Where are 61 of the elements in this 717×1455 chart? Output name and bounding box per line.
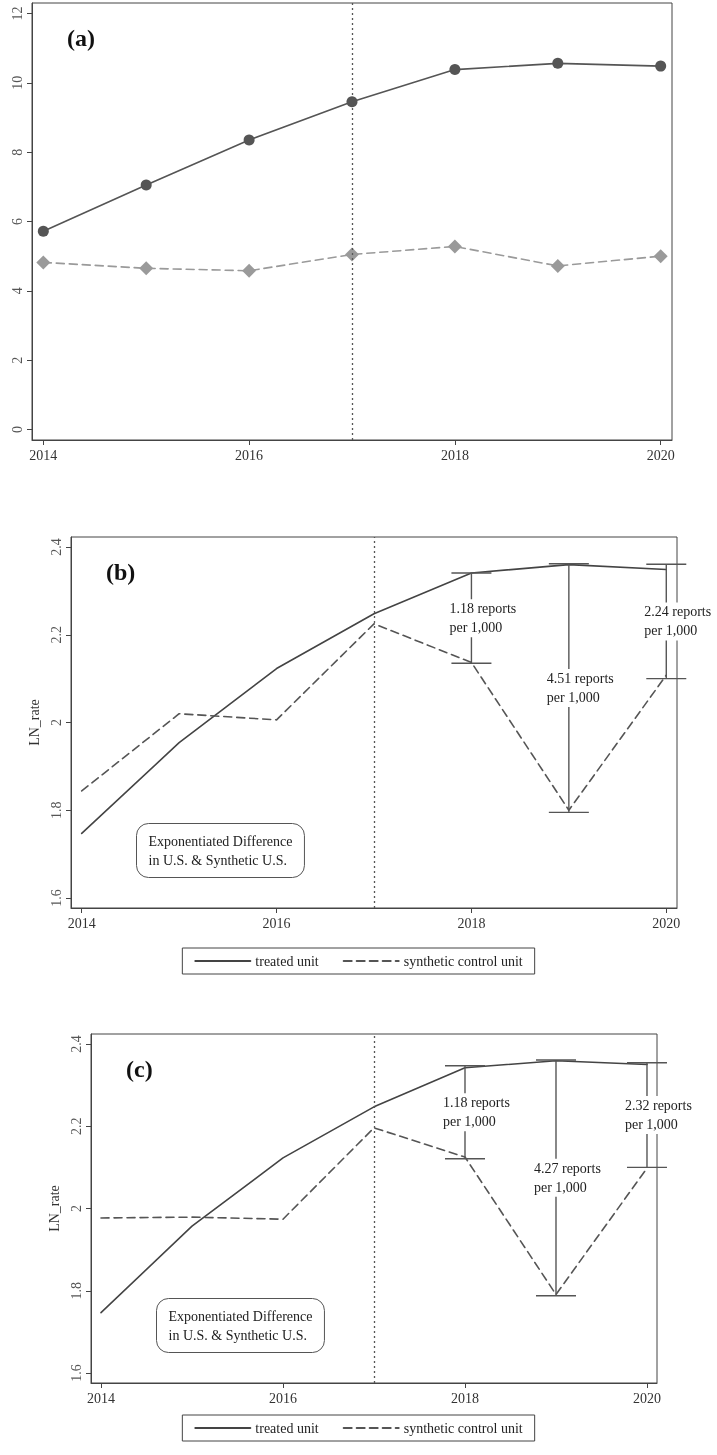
x-tick-label: 2020	[646, 447, 675, 463]
y-tick-label: 1.8	[48, 801, 64, 819]
y-tick-label: 2.4	[48, 538, 64, 556]
y-tick-label: 10	[9, 75, 25, 90]
line-series	[80, 563, 668, 835]
annotation: Exponentiated Difference in U.S. & Synthetic U.S.	[168, 1308, 313, 1343]
y-tick-label: 0	[9, 426, 25, 434]
y-tick-label: 2	[68, 1205, 84, 1212]
x-tick-label: 2016	[235, 447, 264, 463]
annotation: 2.32 reports per 1,000	[624, 1098, 692, 1133]
x-tick-label: 2018	[440, 447, 469, 463]
text: (a)	[67, 25, 95, 51]
annotation: 4.51 reports per 1,000	[546, 671, 614, 706]
point	[449, 64, 461, 76]
text: (c)	[126, 1056, 153, 1082]
legend-label: synthetic control unit	[403, 1420, 523, 1436]
text: (b)	[106, 559, 136, 585]
y-tick-label: 4	[9, 287, 25, 295]
x-tick-label: 2016	[262, 915, 291, 931]
point	[447, 239, 462, 254]
y-tick-label: 2.2	[48, 626, 64, 644]
point	[552, 57, 564, 69]
x-tick-label: 2020	[632, 1390, 661, 1406]
point	[140, 179, 152, 191]
annotation: Exponentiated Difference in U.S. & Synthetic U.S.	[148, 833, 293, 868]
legend-label: treated unit	[255, 953, 319, 969]
y-tick-label: 1.6	[68, 1364, 84, 1382]
x-tick-label: 2020	[652, 915, 681, 931]
point	[243, 134, 255, 146]
point	[550, 258, 565, 273]
y-tick-label: 2.4	[68, 1035, 84, 1053]
y-tick-label: 6	[9, 218, 25, 225]
y-tick-label: 2.2	[68, 1117, 84, 1135]
y-tick-label: 2	[9, 356, 25, 364]
point	[346, 96, 358, 108]
x-tick-label: 2014	[67, 915, 96, 931]
x-tick-label: 2016	[269, 1390, 297, 1406]
point	[653, 249, 668, 264]
y-tick-label: 2	[48, 719, 64, 726]
x-tick-label: 2014	[87, 1390, 116, 1406]
legend-label: treated unit	[255, 1420, 319, 1436]
y-tick-label: 8	[9, 148, 25, 156]
y-axis-title: LN_rate	[26, 699, 42, 746]
point	[36, 255, 51, 270]
point	[139, 261, 154, 276]
point	[37, 225, 49, 237]
point	[242, 263, 257, 278]
annotation: 1.18 reports per 1,000	[449, 601, 517, 636]
annotation: 1.18 reports per 1,000	[443, 1095, 510, 1130]
y-tick-label: 1.6	[48, 889, 64, 907]
y-axis-title: LN_rate	[46, 1185, 62, 1232]
annotation: 2.24 reports per 1,000	[644, 604, 712, 639]
x-tick-label: 2018	[451, 1390, 479, 1406]
point	[345, 247, 359, 262]
x-tick-label: 2014	[29, 447, 58, 463]
point	[655, 60, 667, 72]
y-tick-label: 1.8	[68, 1282, 84, 1300]
x-tick-label: 2018	[457, 915, 486, 931]
y-tick-label: 12	[9, 6, 25, 21]
legend-label: synthetic control unit	[403, 953, 523, 969]
annotation: 4.27 reports per 1,000	[533, 1160, 601, 1195]
